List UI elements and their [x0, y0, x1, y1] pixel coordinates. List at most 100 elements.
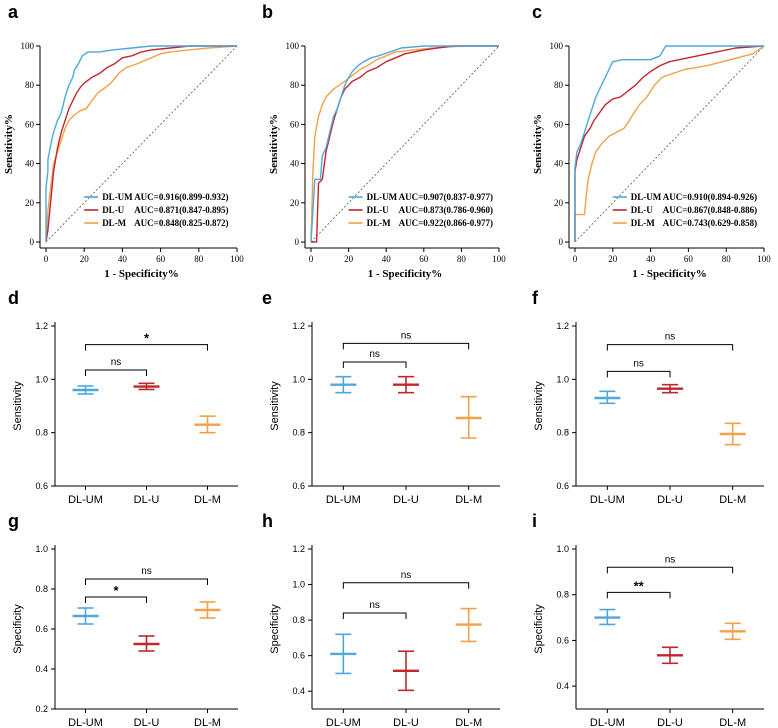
category-label: DL-M: [719, 494, 746, 506]
legend-name-dl-m: DL-M: [631, 218, 655, 228]
x-tick-label: 60: [419, 254, 429, 264]
category-label: DL-M: [194, 494, 221, 506]
y-tick-label: 1.2: [35, 321, 48, 331]
x-tick-label: 0: [44, 254, 49, 264]
roc-panel-a: a 0 20 40 60 80 100 0 20 40 60 80 100 1 - Specificity…: [3, 2, 244, 280]
y-tick-label: 0.8: [556, 590, 569, 600]
x-axis-title: 1 - Specificity%: [368, 268, 443, 280]
significance-label: *: [113, 583, 119, 598]
y-tick-label: 20: [554, 198, 564, 208]
roc-curve-dl-um: [310, 45, 499, 243]
legend-name-dl-u: DL-U: [367, 205, 389, 215]
reference-diagonal: [310, 45, 500, 243]
y-tick-label: 1.0: [556, 544, 569, 554]
roc-curve-dl-u: [574, 45, 765, 242]
y-tick-label: 40: [25, 159, 35, 169]
x-tick-label: 40: [118, 254, 128, 264]
y-tick-label: 0: [559, 237, 564, 247]
y-tick-label: 100: [286, 41, 300, 51]
significance-bracket: [606, 566, 734, 574]
y-tick-label: 40: [290, 159, 300, 169]
category-label: DL-U: [134, 717, 160, 728]
panel-letter-e: e: [262, 288, 272, 308]
y-tick-label: 0.8: [35, 584, 48, 594]
x-tick-label: 100: [757, 254, 771, 264]
x-tick-label: 40: [382, 254, 392, 264]
legend-name-dl-um: DL-UM: [367, 192, 398, 202]
y-tick-label: 60: [290, 119, 300, 129]
dot-panel-e: e 0.6 0.8 1.0 1.2 DL-UM DL-U DL-M Sensitivity ns n…: [262, 288, 500, 506]
legend-auc-dl-m: AUC=0.848(0.825-0.872): [134, 218, 228, 228]
legend-auc-dl-m: AUC=0.922(0.866-0.977): [399, 218, 493, 228]
y-tick-label: 80: [554, 80, 564, 90]
reference-diagonal: [574, 45, 765, 243]
y-tick-label: 0.8: [292, 615, 305, 625]
significance-label: ns: [401, 330, 412, 341]
significance-label: ns: [665, 332, 676, 343]
panel-letter-a: a: [8, 2, 19, 22]
x-tick-label: 0: [309, 254, 314, 264]
significance-bracket: [342, 361, 407, 368]
y-tick-label: 0: [30, 237, 35, 247]
roc-panel-c: c 0 20 40 60 80 100 0 20 40 60 80 100 1 - Specificity…: [532, 2, 771, 280]
category-label: DL-M: [194, 717, 221, 728]
significance-label: ns: [401, 570, 412, 581]
roc-curve-dl-u: [311, 45, 499, 243]
panel-letter-f: f: [532, 288, 539, 308]
y-tick-label: 1.0: [35, 544, 48, 554]
x-tick-label: 80: [457, 254, 467, 264]
y-tick-label: 0.8: [292, 428, 305, 438]
x-tick-label: 80: [722, 254, 732, 264]
dot-panel-g: g 0.2 0.4 0.6 0.8 1.0 DL-UM DL-U DL-M Specificity…: [8, 511, 238, 728]
significance-bracket: [606, 591, 671, 599]
x-tick-label: 60: [684, 254, 694, 264]
x-axis-title: 1 - Specificity%: [632, 268, 707, 280]
category-label: DL-UM: [590, 717, 625, 728]
y-tick-label: 1.2: [292, 544, 305, 554]
significance-label: ns: [369, 349, 380, 360]
legend-auc-dl-um: AUC=0.910(0.894-0.926): [663, 192, 757, 202]
y-tick-label: 1.0: [292, 580, 305, 590]
y-tick-label: 0.6: [292, 481, 305, 491]
y-tick-label: 1.0: [556, 374, 569, 384]
y-tick-label: 100: [21, 41, 35, 51]
category-label: DL-UM: [590, 494, 625, 506]
roc-curve-dl-um: [574, 45, 764, 242]
significance-label: **: [634, 578, 645, 593]
category-label: DL-M: [719, 717, 746, 728]
y-tick-label: 60: [25, 119, 35, 129]
roc-curve-dl-u: [45, 45, 237, 243]
significance-label: ns: [665, 554, 676, 565]
x-tick-label: 80: [194, 254, 204, 264]
x-tick-label: 100: [492, 254, 506, 264]
y-tick-label: 0.6: [35, 624, 48, 634]
x-tick-label: 40: [646, 254, 656, 264]
significance-label: ns: [141, 566, 152, 577]
y-axis-title: Specificity: [269, 604, 281, 654]
category-label: DL-UM: [68, 717, 103, 728]
significance-label: ns: [633, 358, 644, 369]
legend-auc-dl-u: AUC=0.867(0.848-0.886): [663, 205, 757, 215]
significance-label: ns: [111, 357, 122, 368]
significance-bracket: [85, 578, 208, 585]
legend-name-dl-um: DL-UM: [102, 192, 133, 202]
y-axis-title: Sensitivity%: [268, 114, 280, 174]
y-tick-label: 0.4: [556, 681, 569, 691]
y-tick-label: 0.8: [35, 428, 48, 438]
significance-bracket: [342, 582, 470, 589]
panel-letter-d: d: [8, 288, 19, 308]
significance-bracket: [606, 344, 734, 351]
roc-curve-dl-um: [45, 45, 237, 242]
significance-bracket: [342, 612, 407, 619]
y-axis-title: Specificity: [533, 604, 545, 654]
dot-panel-h: h 0.4 0.6 0.8 1.0 1.2 DL-UM DL-U DL-M Specificity…: [262, 511, 500, 728]
panel-letter-b: b: [262, 2, 273, 22]
category-label: DL-UM: [326, 494, 361, 506]
y-tick-label: 20: [290, 198, 300, 208]
y-tick-label: 0.8: [556, 428, 569, 438]
legend-auc-dl-u: AUC=0.873(0.786-0.960): [399, 205, 493, 215]
legend-name-dl-m: DL-M: [367, 218, 391, 228]
significance-label: *: [144, 331, 150, 346]
legend-auc-dl-m: AUC=0.743(0.629-0.858): [663, 218, 757, 228]
